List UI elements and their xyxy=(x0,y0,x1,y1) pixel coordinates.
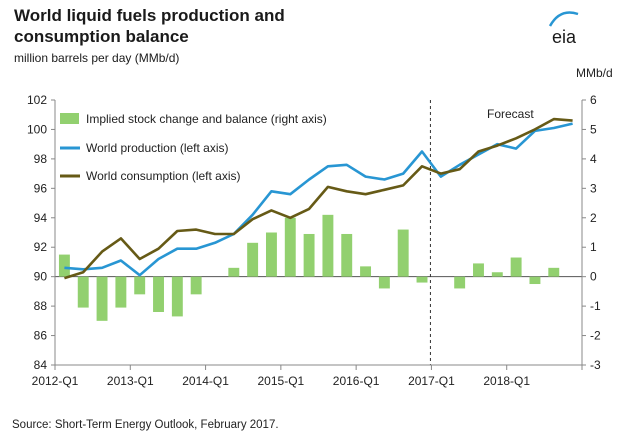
forecast-label: Forecast xyxy=(487,107,534,121)
right-axis-tick-label: 1 xyxy=(590,240,597,254)
bar-stock-change xyxy=(454,276,466,289)
right-axis-tick-label: -3 xyxy=(590,358,601,372)
legend-label-production: World production (left axis) xyxy=(86,141,229,155)
x-axis-tick-label: 2014-Q1 xyxy=(182,374,229,388)
x-axis-tick-label: 2013-Q1 xyxy=(107,374,154,388)
left-axis-tick-label: 98 xyxy=(34,152,48,166)
legend-label-bars: Implied stock change and balance (right … xyxy=(86,112,327,126)
right-axis-tick-label: 0 xyxy=(590,270,597,284)
bar-stock-change xyxy=(397,229,409,277)
bar-stock-change xyxy=(360,266,372,277)
bar-stock-change xyxy=(265,232,277,277)
left-axis-tick-label: 100 xyxy=(27,122,47,136)
bar-stock-change xyxy=(58,254,70,277)
left-axis-tick-label: 102 xyxy=(27,93,47,107)
right-axis-label: MMb/d xyxy=(576,66,613,80)
line-world-consumption xyxy=(64,117,573,280)
left-axis-tick-label: 94 xyxy=(34,211,48,225)
bar-stock-change xyxy=(171,276,183,317)
chart-subtitle: million barrels per day (MMb/d) xyxy=(14,51,179,65)
right-axis-tick-label: 3 xyxy=(590,181,597,195)
eia-logo: eia xyxy=(548,11,579,47)
bar-stock-change xyxy=(416,276,428,283)
source-note: Source: Short-Term Energy Outlook, Febru… xyxy=(12,419,279,431)
right-axis-tick-label: -1 xyxy=(590,299,601,313)
left-axis-tick-label: 84 xyxy=(34,358,48,372)
bar-stock-change xyxy=(134,276,146,295)
bar-stock-change xyxy=(303,233,315,277)
bar-stock-change xyxy=(473,263,484,277)
right-axis-tick-label: 6 xyxy=(590,93,597,107)
x-axis-tick-label: 2018-Q1 xyxy=(483,374,530,388)
chart-title-line-2: consumption balance xyxy=(14,27,189,46)
left-axis-tick-label: 92 xyxy=(34,240,48,254)
right-axis-tick-label: 2 xyxy=(590,211,597,225)
bar-stock-change xyxy=(96,276,108,321)
bar-stock-change xyxy=(322,214,334,277)
bar-stock-change xyxy=(284,217,296,277)
eia-logo-text: eia xyxy=(552,27,577,47)
line-layer xyxy=(64,117,573,280)
bar-stock-change xyxy=(77,276,89,308)
x-axis-tick-label: 2012-Q1 xyxy=(32,374,79,388)
bar-stock-change xyxy=(491,272,503,277)
eia-logo-swoosh-icon xyxy=(548,11,579,27)
bar-stock-change xyxy=(228,267,240,277)
bar-stock-change xyxy=(190,276,202,295)
bar-layer xyxy=(58,214,560,321)
right-axis-tick-label: -2 xyxy=(590,329,601,343)
legend-label-consumption: World consumption (left axis) xyxy=(86,169,241,183)
left-axis-tick-label: 86 xyxy=(34,329,48,343)
x-axis-tick-label: 2017-Q1 xyxy=(408,374,455,388)
bar-stock-change xyxy=(115,276,127,308)
x-axis-tick-label: 2016-Q1 xyxy=(333,374,380,388)
bar-stock-change xyxy=(153,276,164,312)
bar-stock-change xyxy=(529,276,541,285)
bar-stock-change xyxy=(378,276,390,289)
axis-layer: 102 100 98 96 94 92 90 88 86 84 6 5 4 3 2 1 0 -1 -2 -3 2012-… xyxy=(27,93,601,388)
legend: Implied stock change and balance (right … xyxy=(60,112,327,183)
right-axis-tick-label: 5 xyxy=(590,122,597,136)
right-axis-tick-label: 4 xyxy=(590,152,597,166)
left-axis-tick-label: 90 xyxy=(34,270,48,284)
legend-swatch-bars xyxy=(60,113,79,124)
chart-title-line-1: World liquid fuels production and xyxy=(14,6,285,25)
left-axis-tick-label: 96 xyxy=(34,181,48,195)
bar-stock-change xyxy=(341,233,353,277)
bar-stock-change xyxy=(247,242,259,277)
x-axis-tick-label: 2015-Q1 xyxy=(258,374,305,388)
bar-stock-change xyxy=(510,257,522,277)
left-axis-tick-label: 88 xyxy=(34,299,48,313)
bar-stock-change xyxy=(548,267,560,277)
